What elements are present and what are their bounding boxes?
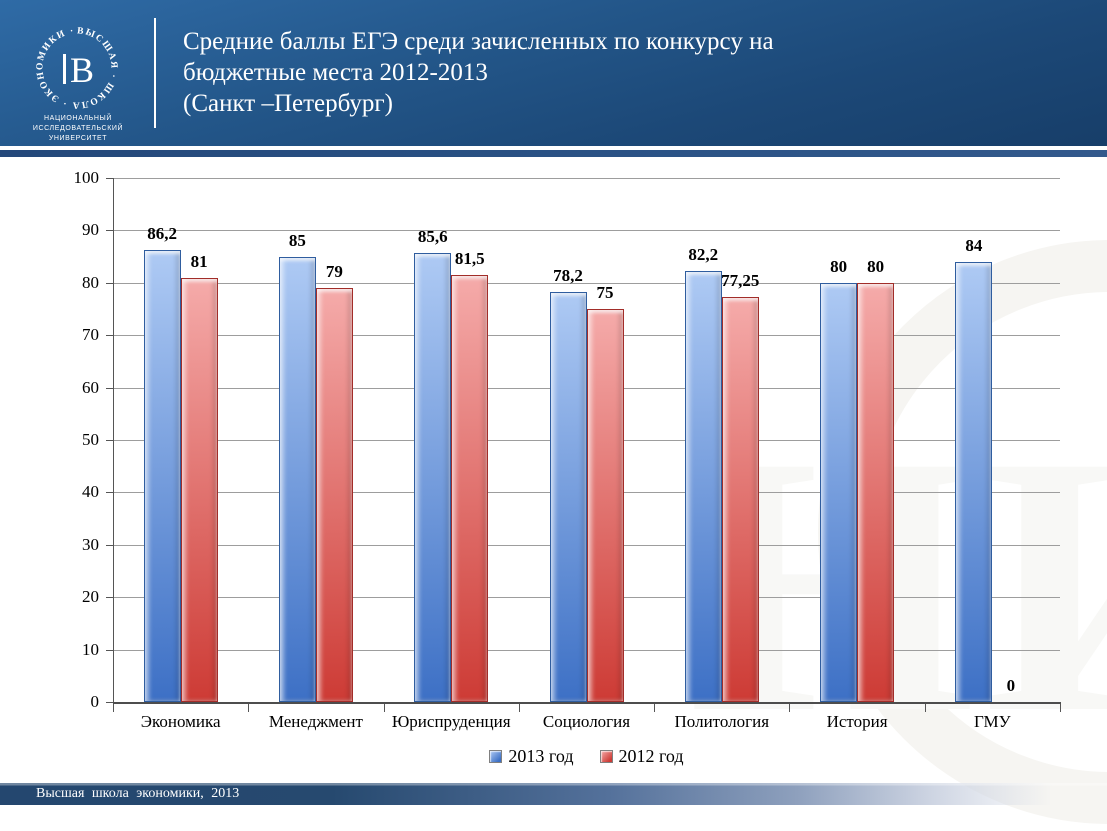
bar-value-label: 80 [830,256,848,276]
gridline [113,282,1060,284]
gridline [113,178,1060,179]
logo-caption-line1: НАЦИОНАЛЬНЫЙ ИССЛЕДОВАТЕЛЬСКИЙ [32,115,124,132]
y-axis-tick [106,230,113,232]
category-label: ГМУ [973,712,1011,731]
y-axis-tick [106,544,113,546]
x-axis-tick [383,704,385,712]
chart-legend: 2013 год 2012 год [113,746,1060,767]
bar-value-label: 85,6 [417,227,448,247]
legend-label: 2012 год [618,746,684,766]
category-label: Юриспруденция [391,712,511,731]
y-axis-tick-label: 40 [82,482,99,502]
bar [315,288,353,702]
legend-label: 2013 год [508,746,574,766]
bar-value-label: 80 [867,256,885,276]
category-label: Социология [542,712,631,731]
category-label: Экономика [140,712,221,731]
y-axis-tick [106,649,113,651]
x-axis-tick [789,704,791,712]
slide-header: ВЫСШАЯ · ШКОЛА · ЭКОНОМИКИ · В НАЦИОНАЛЬ… [0,0,1107,146]
bar [820,282,858,702]
y-axis-tick-label: 80 [82,272,99,292]
bar-chart: 0 10 20 30 40 50 60 70 80 90 100 86,2 81 Экономика 85 7… [0,157,1107,783]
bar-value-label: 0 [1006,676,1016,695]
x-axis-tick [654,704,656,712]
bar [586,309,624,702]
header-accent-stripe [0,150,1107,157]
bar [857,282,895,702]
x-axis-tick [248,704,250,712]
bar [143,250,181,702]
y-axis-tick [106,597,113,599]
y-axis [113,178,114,702]
y-axis-tick-label: 30 [82,534,99,554]
footer-text: Высшая школа экономики, 2013 [36,786,240,801]
gridline [113,230,1060,232]
y-axis-tick-label: 0 [90,692,100,711]
bar [684,271,722,702]
header-divider [154,18,156,128]
bar [180,277,218,702]
y-axis-tick-label: 20 [82,587,99,607]
bar-value-label: 77,25 [721,271,760,291]
y-axis-tick-label: 10 [82,639,99,659]
bar [721,297,759,702]
bar-value-label: 79 [325,262,343,282]
bar-value-label: 85 [288,230,306,250]
y-axis-tick-label: 60 [82,377,99,397]
bar-value-label: 75 [596,283,614,302]
footer-bar: Высшая школа экономики, 2013 [0,783,1107,805]
slide-title: Средние баллы ЕГЭ среди зачисленных по к… [183,28,774,117]
hse-logo-icon: ВЫСШАЯ · ШКОЛА · ЭКОНОМИКИ · В [35,26,117,109]
bar-value-label: 78,2 [553,266,583,286]
x-axis-tick [113,704,114,712]
bar [278,256,316,702]
category-label: Политология [674,712,770,731]
hse-monogram: В [70,50,94,90]
x-axis [113,702,1061,704]
category-label: История [826,712,888,731]
hse-logo: ВЫСШАЯ · ШКОЛА · ЭКОНОМИКИ · В [33,24,121,112]
hse-monogram-stem [63,54,66,84]
category-label: Менеджмент [268,712,363,731]
logo-caption-line2: УНИВЕРСИТЕТ [48,135,108,142]
y-axis-tick-label: 50 [82,430,99,449]
y-axis-tick [106,440,113,441]
y-axis-tick-label: 100 [73,168,100,187]
bar-value-label: 81,5 [454,248,485,268]
bar-value-label: 84 [965,235,983,255]
x-axis-tick [518,704,520,712]
x-axis-tick [1060,704,1061,712]
y-axis-tick-label: 90 [82,220,99,240]
y-axis-tick-label: 70 [82,325,99,345]
y-axis-tick [106,282,113,284]
y-axis-tick [106,702,113,703]
bar-value-label: 82,2 [688,245,719,265]
bar [955,261,993,702]
bar [451,274,489,702]
bar-value-label: 81 [190,251,208,271]
legend-marker [599,750,613,763]
x-axis-tick [924,704,926,712]
y-axis-tick [106,178,113,179]
legend-item: 2012 год [599,746,684,767]
bar [414,253,452,702]
legend-item: 2013 год [489,746,574,767]
y-axis-tick [106,387,113,389]
bar-value-label: 86,2 [147,224,178,244]
y-axis-tick [106,492,113,494]
logo-caption: НАЦИОНАЛЬНЫЙ ИССЛЕДОВАТЕЛЬСКИЙ УНИВЕРСИТ… [4,114,152,144]
legend-marker [489,750,503,763]
y-axis-tick [106,335,113,337]
bar [549,292,587,702]
